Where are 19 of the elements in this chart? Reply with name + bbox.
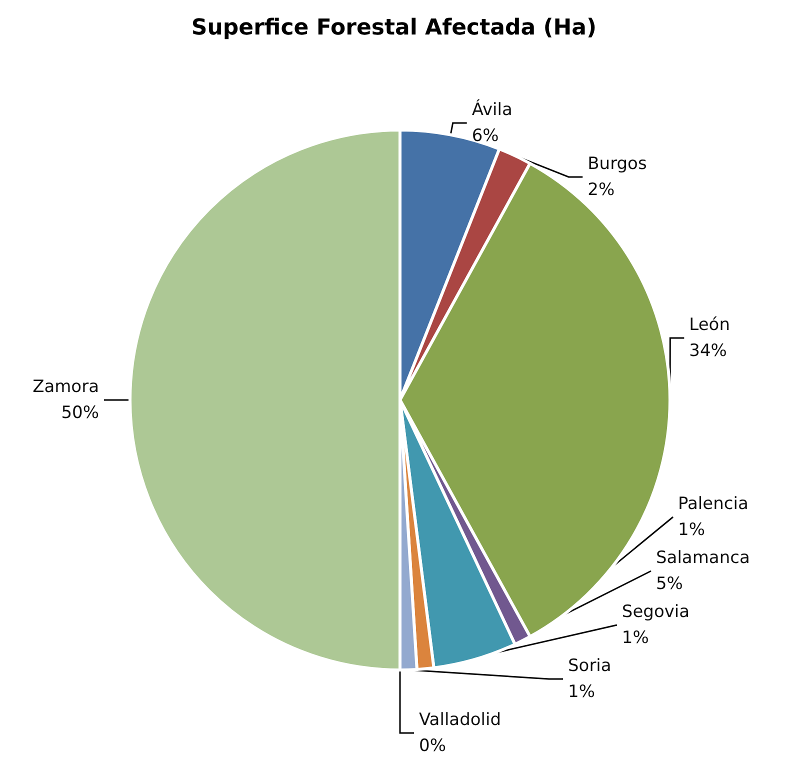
category-label: Valladolid	[419, 710, 502, 730]
slice-label: Salamanca	[656, 548, 750, 568]
data-label: 6%	[472, 126, 499, 146]
slice-label: León	[689, 315, 730, 336]
slice-label: Palencia	[678, 494, 748, 514]
data-label: 1%	[568, 682, 595, 702]
data-label: 1%	[622, 628, 649, 648]
data-label: 2%	[588, 180, 615, 200]
slice-label: Segovia	[622, 602, 690, 622]
data-label: 1%	[678, 520, 706, 540]
data-label: 5%	[656, 574, 683, 594]
data-label: 50%	[61, 403, 99, 423]
slice-label: Soria	[568, 656, 612, 676]
slice-label: Burgos	[588, 154, 647, 174]
text: 0%	[419, 736, 446, 756]
data-label: 34%	[689, 341, 727, 362]
slice-label: Zamora	[32, 377, 99, 397]
slice-label: Ávila	[472, 98, 512, 120]
chart-title: Superfice Forestal Afectada (Ha)	[191, 16, 597, 40]
